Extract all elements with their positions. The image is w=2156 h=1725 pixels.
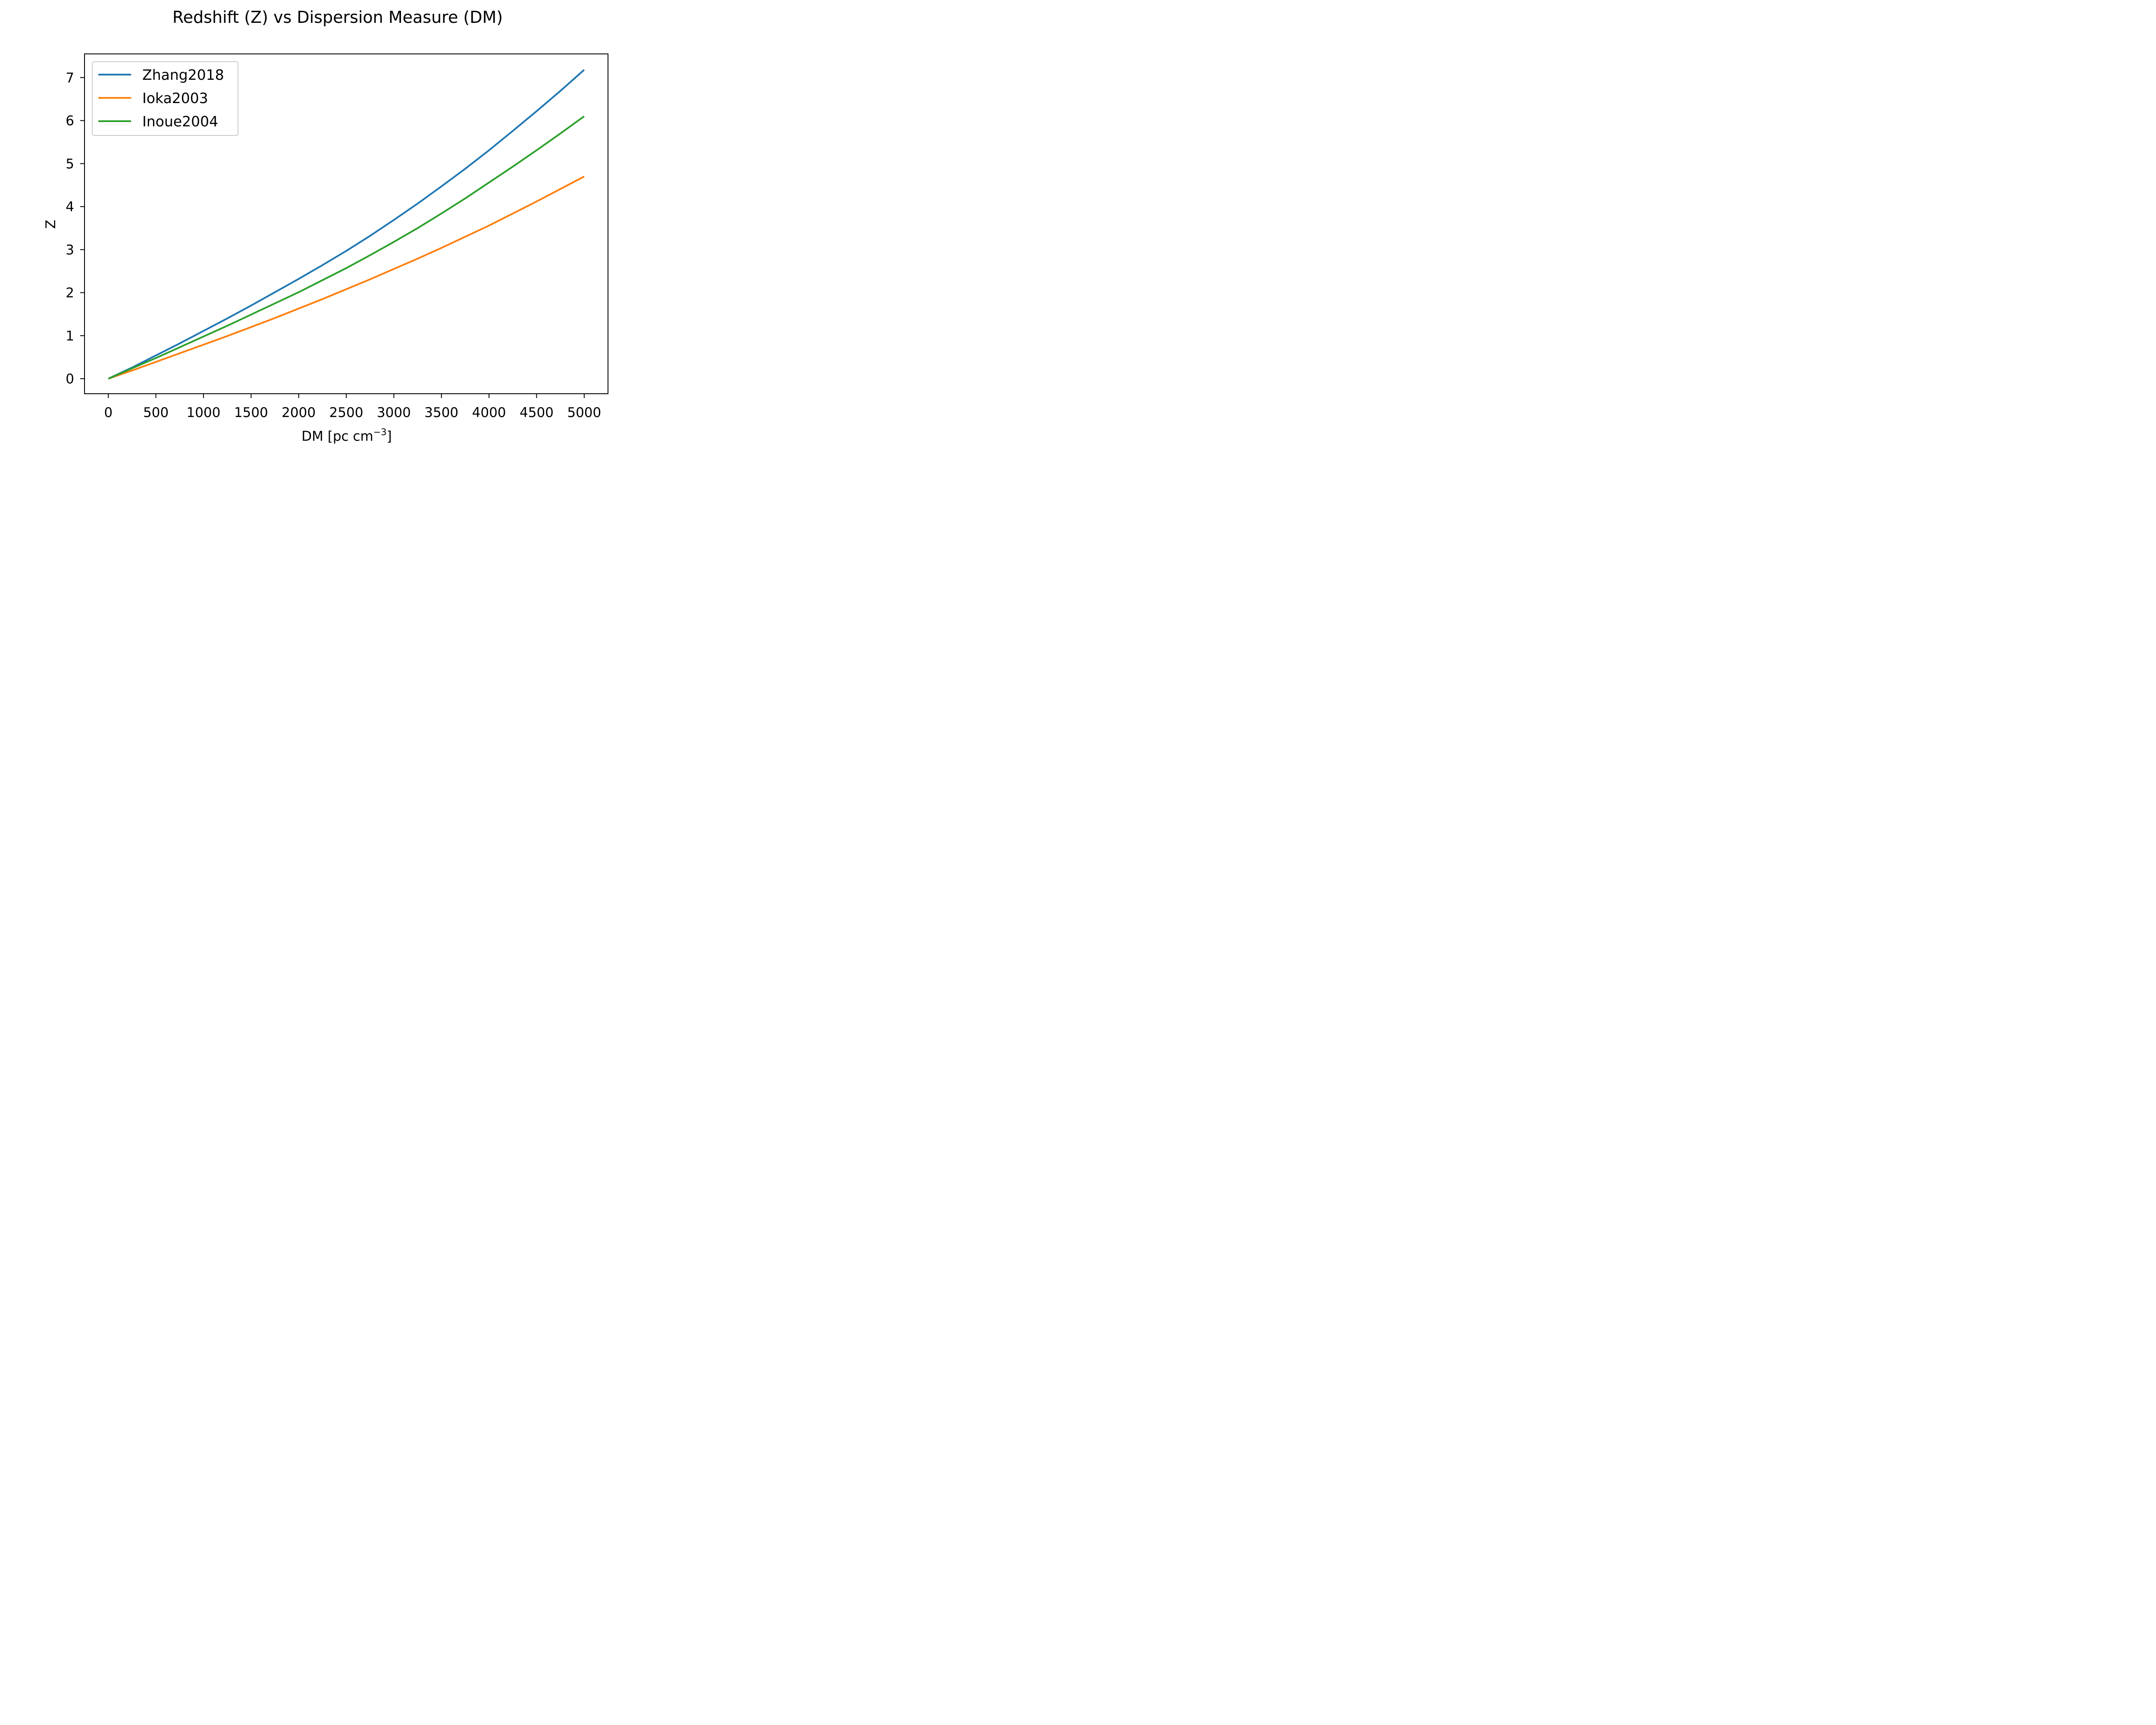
legend: Zhang2018 Ioka2003 Inoue2004 [92,61,238,136]
series-line-zhang2018 [108,69,585,380]
y-tick-label: 4 [66,199,74,215]
x-tick-label: 3000 [377,405,411,420]
x-axis-label: DM [pc cm−3] [301,427,392,444]
legend-label-inoue2004: Inoue2004 [142,113,218,130]
y-axis-label: Z [43,220,59,229]
legend-label-ioka2003: Ioka2003 [142,90,208,107]
y-tick-label: 0 [66,371,74,387]
y-tick-label: 1 [66,328,74,344]
x-tick-label: 2500 [329,405,364,420]
x-tick-label: 4000 [472,405,506,420]
x-axis-label-superscript: −3 [373,427,387,437]
chart: Redshift (Z) vs Dispersion Measure (DM) … [0,0,667,445]
legend-label-zhang2018: Zhang2018 [142,66,224,83]
x-tick-label: 3500 [424,405,458,420]
y-tick-label: 6 [66,113,74,129]
x-tick-label: 1500 [234,405,268,420]
x-axis-label-main: DM [pc cm [301,429,373,444]
x-axis-label-end: ] [387,429,392,444]
x-tick-label: 500 [143,405,169,420]
y-tick-label: 3 [66,242,74,258]
series-line-inoue2004 [108,115,585,380]
x-tick-label: 0 [104,405,113,420]
y-tick-label: 5 [66,156,74,172]
x-tick-label: 5000 [567,405,601,420]
series-line-ioka2003 [108,176,585,380]
y-tick-label: 2 [66,285,74,301]
x-tick-label: 2000 [282,405,316,420]
x-tick-label: 4500 [520,405,554,420]
y-tick-label: 7 [66,70,74,86]
chart-title: Redshift (Z) vs Dispersion Measure (DM) [172,8,503,27]
plot-area: 0 500 1000 1500 2000 2500 3000 3500 4000 4500 5000… [66,53,608,420]
x-tick-label: 1000 [186,405,220,420]
legend-box [92,61,238,136]
